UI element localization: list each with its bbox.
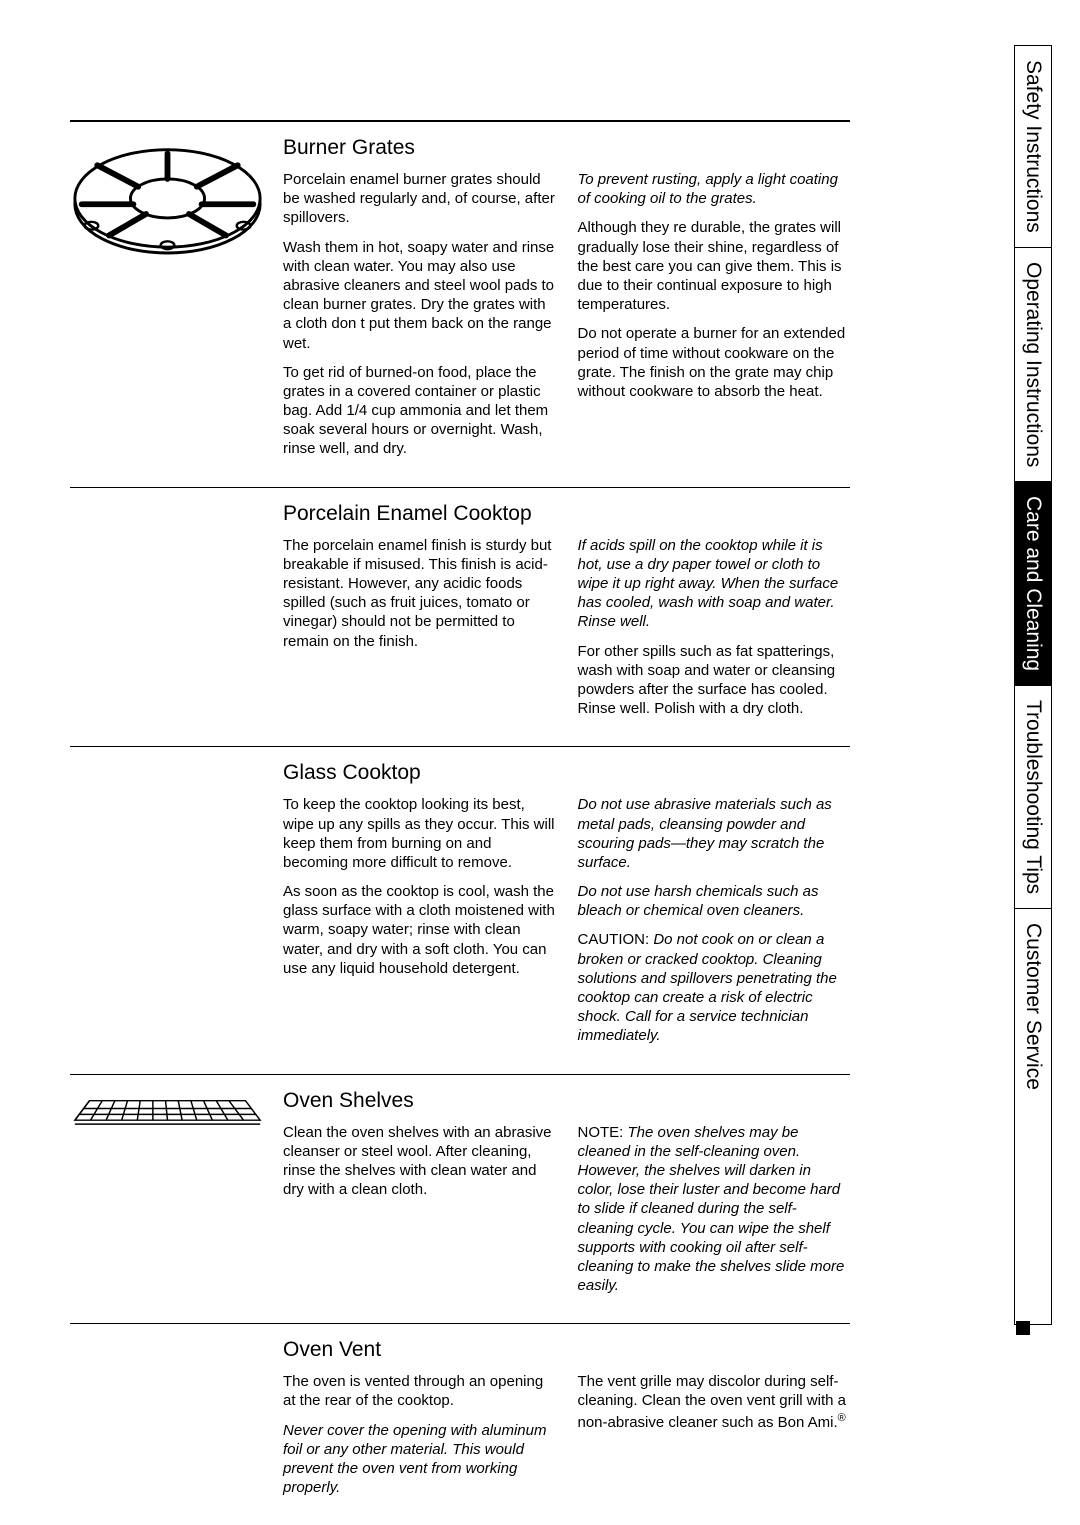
side-tabs: Safety Instructions Operating Instructio… (1014, 45, 1052, 1325)
section-porcelain-cooktop: Porcelain Enamel Cooktop The porcelain e… (70, 487, 850, 747)
oven-shelf-icon (70, 1089, 265, 1306)
body-text: Porcelain enamel burner grates should be… (283, 170, 556, 228)
body-text: For other spills such as fat spatterings… (578, 642, 851, 719)
section-glass-cooktop: Glass Cooktop To keep the cooktop lookin… (70, 746, 850, 1073)
tab-care-cleaning[interactable]: Care and Cleaning (1015, 482, 1051, 686)
porcelain-cooktop-title: Porcelain Enamel Cooktop (283, 502, 850, 526)
body-text: To keep the cooktop looking its best, wi… (283, 795, 556, 872)
tab-customer-service[interactable]: Customer Service (1015, 909, 1051, 1104)
body-text: The vent grille may discolor during self… (578, 1372, 851, 1432)
body-text: To get rid of burned-on food, place the … (283, 363, 556, 459)
oven-shelves-title: Oven Shelves (283, 1089, 850, 1113)
body-text-italic: Do not use harsh chemicals such as bleac… (578, 882, 851, 920)
oven-vent-title: Oven Vent (283, 1338, 850, 1362)
body-text-italic: Do not use abrasive materials such as me… (578, 795, 851, 872)
body-text: Wash them in hot, soapy water and rinse … (283, 238, 556, 353)
body-text: Clean the oven shelves with an abrasive … (283, 1123, 556, 1200)
section-oven-vent: Oven Vent The oven is vented through an … (70, 1323, 850, 1525)
burner-grate-icon (70, 136, 265, 469)
body-text: As soon as the cooktop is cool, wash the… (283, 882, 556, 978)
tab-safety[interactable]: Safety Instructions (1015, 46, 1051, 248)
note-text: NOTE: The oven shelves may be cleaned in… (578, 1123, 851, 1296)
body-text: The oven is vented through an opening at… (283, 1372, 556, 1410)
tab-troubleshooting[interactable]: Troubleshooting Tips (1015, 686, 1051, 909)
page-marker-icon (1016, 1321, 1030, 1335)
body-text-italic: Never cover the opening with aluminum fo… (283, 1421, 556, 1498)
body-text-italic: To prevent rusting, apply a light coatin… (578, 170, 851, 208)
body-text-italic: If acids spill on the cooktop while it i… (578, 536, 851, 632)
section-oven-shelves: Oven Shelves Clean the oven shelves with… (70, 1074, 850, 1324)
caution-text: CAUTION: Do not cook on or clean a broke… (578, 930, 851, 1045)
tab-operating[interactable]: Operating Instructions (1015, 248, 1051, 482)
section-burner-grates: Burner Grates Porcelain enamel burner gr… (70, 120, 850, 487)
body-text: Although they re durable, the grates wil… (578, 218, 851, 314)
page-content: Burner Grates Porcelain enamel burner gr… (70, 120, 850, 1525)
body-text: The porcelain enamel finish is sturdy bu… (283, 536, 556, 651)
burner-grates-title: Burner Grates (283, 136, 850, 160)
body-text: Do not operate a burner for an extended … (578, 324, 851, 401)
glass-cooktop-title: Glass Cooktop (283, 761, 850, 785)
